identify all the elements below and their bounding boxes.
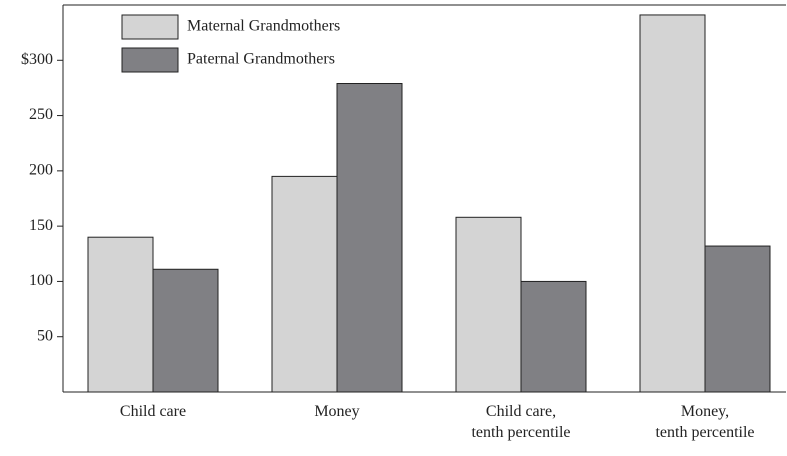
bar: [336, 83, 403, 393]
x-tick-label-line: Money: [314, 403, 359, 420]
y-tick-label: 200: [29, 162, 53, 179]
bar: [455, 216, 522, 393]
x-tick-label-line: Child care,: [486, 403, 556, 420]
y-tick-label: 50: [37, 327, 53, 344]
bar: [152, 268, 219, 393]
bar: [271, 175, 338, 393]
legend-swatch: [121, 47, 179, 73]
y-tick-label: 150: [29, 217, 53, 234]
legend-swatch: [121, 14, 179, 40]
y-tick-label: 100: [29, 272, 53, 289]
bar: [704, 245, 771, 393]
y-tick-label: 250: [29, 106, 53, 123]
legend-label: Maternal Grandmothers: [187, 18, 340, 35]
x-tick-label-line: tenth percentile: [655, 424, 754, 441]
bar: [639, 14, 706, 393]
x-tick-label: Child care, tenth percentile: [471, 403, 570, 441]
legend-label: Paternal Grandmothers: [187, 51, 335, 68]
x-tick-label-line: tenth percentile: [471, 424, 570, 441]
x-tick-label: Money, tenth percentile: [655, 403, 754, 441]
x-tick-label-line: Child care: [120, 403, 186, 420]
x-tick-label-line: Money,: [681, 403, 729, 420]
x-tick-label: Child care: [120, 403, 186, 420]
y-tick-label: $300: [21, 51, 53, 68]
bar: [520, 280, 587, 393]
bar: [87, 236, 154, 393]
x-tick-label: Money: [314, 403, 359, 420]
